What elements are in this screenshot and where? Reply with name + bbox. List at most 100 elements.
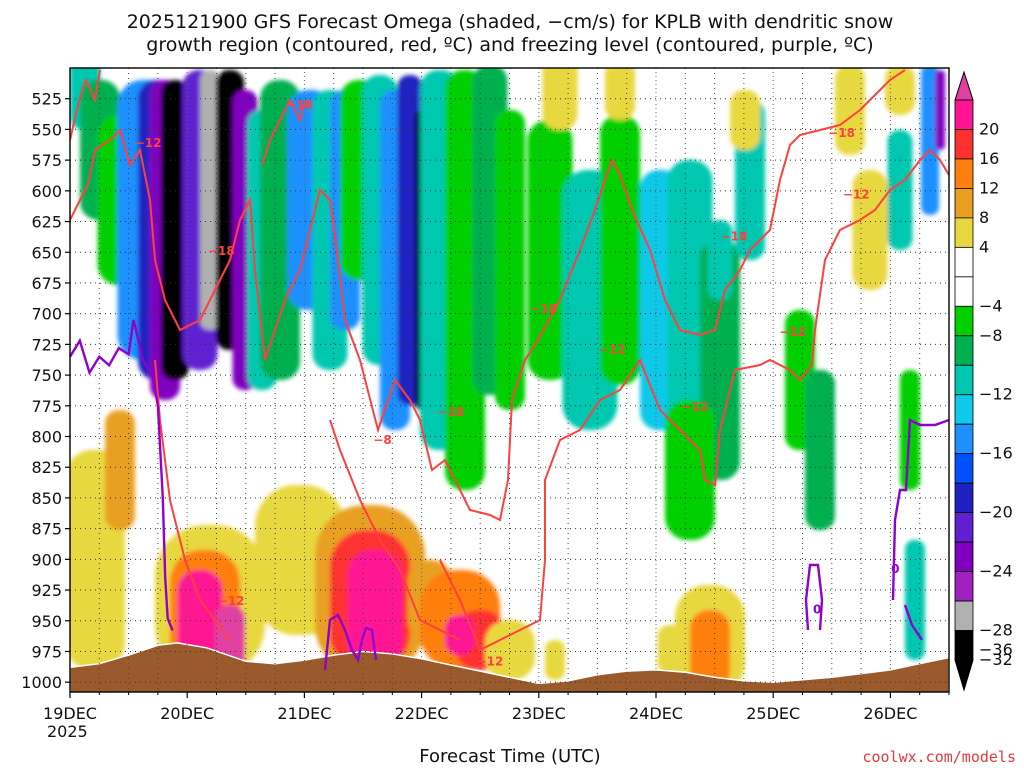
y-tick-label: 550 bbox=[31, 120, 62, 139]
colorbar-label: −4 bbox=[979, 296, 1003, 315]
dgz-contour-1 bbox=[70, 128, 536, 522]
colorbar-label: 20 bbox=[979, 119, 999, 138]
colorbar-swatch bbox=[954, 335, 974, 366]
contour-label: −18 bbox=[721, 229, 748, 243]
gridlines bbox=[70, 68, 949, 692]
x-tick-label: 23DEC bbox=[512, 704, 566, 723]
dgz-contour-3 bbox=[261, 97, 306, 166]
colorbar-swatch bbox=[954, 188, 974, 219]
colorbar-swatch bbox=[954, 246, 974, 278]
colorbar-swatch bbox=[954, 453, 974, 484]
dgz-contours bbox=[70, 69, 949, 652]
dgz-contour-2 bbox=[70, 69, 101, 141]
omega-shade bbox=[935, 70, 945, 150]
omega-shade bbox=[605, 68, 635, 120]
omega-shade bbox=[852, 170, 888, 290]
chart-title-line-2: growth region (contoured, red, ºC) and f… bbox=[146, 34, 873, 56]
colorbar-label: −20 bbox=[979, 503, 1013, 522]
y-axis: 525 550 575 600 625 650 675 700 725 750 775 800 825 8… bbox=[21, 90, 70, 692]
y-tick-label: 950 bbox=[31, 612, 62, 631]
contour-label: −12 bbox=[599, 342, 626, 356]
y-tick-label: 800 bbox=[31, 428, 62, 447]
colorbar-label: 4 bbox=[979, 237, 989, 256]
colorbar-swatch bbox=[954, 423, 974, 455]
omega-shade bbox=[887, 130, 913, 250]
contour-label: −18 bbox=[208, 244, 235, 258]
terrain bbox=[70, 642, 949, 692]
omega-shade bbox=[885, 68, 915, 115]
plot-area: −18 −12 −18 −12 −8 −18 −12 −18 −12 −18 −12 −12 −18 −1… bbox=[70, 68, 949, 692]
colorbar-swatch bbox=[954, 276, 974, 307]
y-tick-label: 575 bbox=[31, 151, 62, 170]
omega-shade bbox=[657, 625, 683, 675]
omega-shade bbox=[730, 90, 760, 150]
contour-label: 0 bbox=[813, 603, 821, 617]
y-tick-label: 750 bbox=[31, 366, 62, 385]
omega-shade bbox=[707, 220, 733, 300]
colorbar-swatch bbox=[954, 630, 974, 661]
colorbar-swatch bbox=[954, 99, 974, 130]
dgz-contour-4 bbox=[534, 157, 741, 346]
x-tick-sublabel: 2025 bbox=[47, 722, 88, 741]
omega-shade bbox=[545, 640, 565, 680]
dgz-contour-8 bbox=[329, 419, 461, 641]
contour-label: −18 bbox=[438, 405, 465, 419]
x-tick-label: 24DEC bbox=[629, 704, 683, 723]
omega-shade bbox=[200, 70, 220, 330]
colorbar-bottom-arrow bbox=[954, 659, 974, 692]
x-tick-label: 20DEC bbox=[160, 704, 214, 723]
colorbar-label: −12 bbox=[979, 385, 1013, 404]
colorbar-label: 16 bbox=[979, 149, 999, 168]
colorbar-label: −36 bbox=[979, 640, 1013, 659]
x-axis-label: Forecast Time (UTC) bbox=[419, 746, 600, 767]
y-tick-label: 975 bbox=[31, 642, 62, 661]
contour-label: −12 bbox=[682, 400, 709, 414]
colorbar: 20 16 12 8 4 −4 −8 −12 −16 −20 −24 −28 −32−36 bbox=[954, 70, 1013, 692]
y-tick-label: 925 bbox=[31, 581, 62, 600]
freezing-level-contour bbox=[70, 319, 174, 632]
colorbar-swatch bbox=[954, 129, 974, 160]
x-tick-label: 21DEC bbox=[277, 704, 331, 723]
colorbar-label: −28 bbox=[979, 621, 1013, 640]
y-tick-label: 700 bbox=[31, 305, 62, 324]
x-tick-label: 19DEC bbox=[43, 704, 97, 723]
chart-title-line-1: 2025121900 GFS Forecast Omega (shaded, −… bbox=[127, 11, 894, 33]
freezing-level-contour-3 bbox=[804, 418, 949, 641]
colorbar-swatch bbox=[954, 158, 974, 189]
y-tick-label: 650 bbox=[31, 243, 62, 262]
omega-shade bbox=[905, 540, 925, 660]
colorbar-label: −8 bbox=[979, 326, 1003, 345]
colorbar-label: 12 bbox=[979, 178, 999, 197]
y-tick-label: 600 bbox=[31, 182, 62, 201]
contour-label: 0 bbox=[891, 562, 899, 576]
y-tick-label: 825 bbox=[31, 458, 62, 477]
contour-labels: −18 −12 −18 −12 −8 −18 −12 −18 −12 −18 −12 −12 −18 −1… bbox=[135, 98, 900, 668]
y-tick-label: 900 bbox=[31, 550, 62, 569]
colorbar-swatch bbox=[954, 541, 974, 572]
omega-shade bbox=[835, 68, 865, 155]
omega-shade bbox=[805, 370, 835, 530]
x-tick-label: 22DEC bbox=[395, 704, 449, 723]
y-tick-label: 625 bbox=[31, 213, 62, 232]
omega-shade bbox=[485, 620, 535, 680]
colorbar-swatch bbox=[954, 600, 974, 631]
omega-shade bbox=[600, 115, 640, 385]
omega-shade bbox=[921, 68, 939, 215]
y-tick-label: 675 bbox=[31, 274, 62, 293]
contour-label: −18 bbox=[828, 126, 855, 140]
y-tick-label: 1000 bbox=[21, 673, 62, 692]
dgz-contour-5 bbox=[439, 148, 949, 652]
y-tick-label: 775 bbox=[31, 397, 62, 416]
contour-label: −8 bbox=[373, 433, 391, 447]
omega-shade bbox=[665, 400, 715, 540]
omega-shade bbox=[445, 615, 475, 655]
colorbar-label: −24 bbox=[979, 562, 1013, 581]
contour-label: −12 bbox=[135, 136, 162, 150]
x-tick-label: 26DEC bbox=[863, 704, 917, 723]
contour-label: −18 bbox=[530, 302, 557, 316]
y-tick-label: 725 bbox=[31, 335, 62, 354]
colorbar-label: −16 bbox=[979, 444, 1013, 463]
colorbar-swatch bbox=[954, 217, 974, 248]
